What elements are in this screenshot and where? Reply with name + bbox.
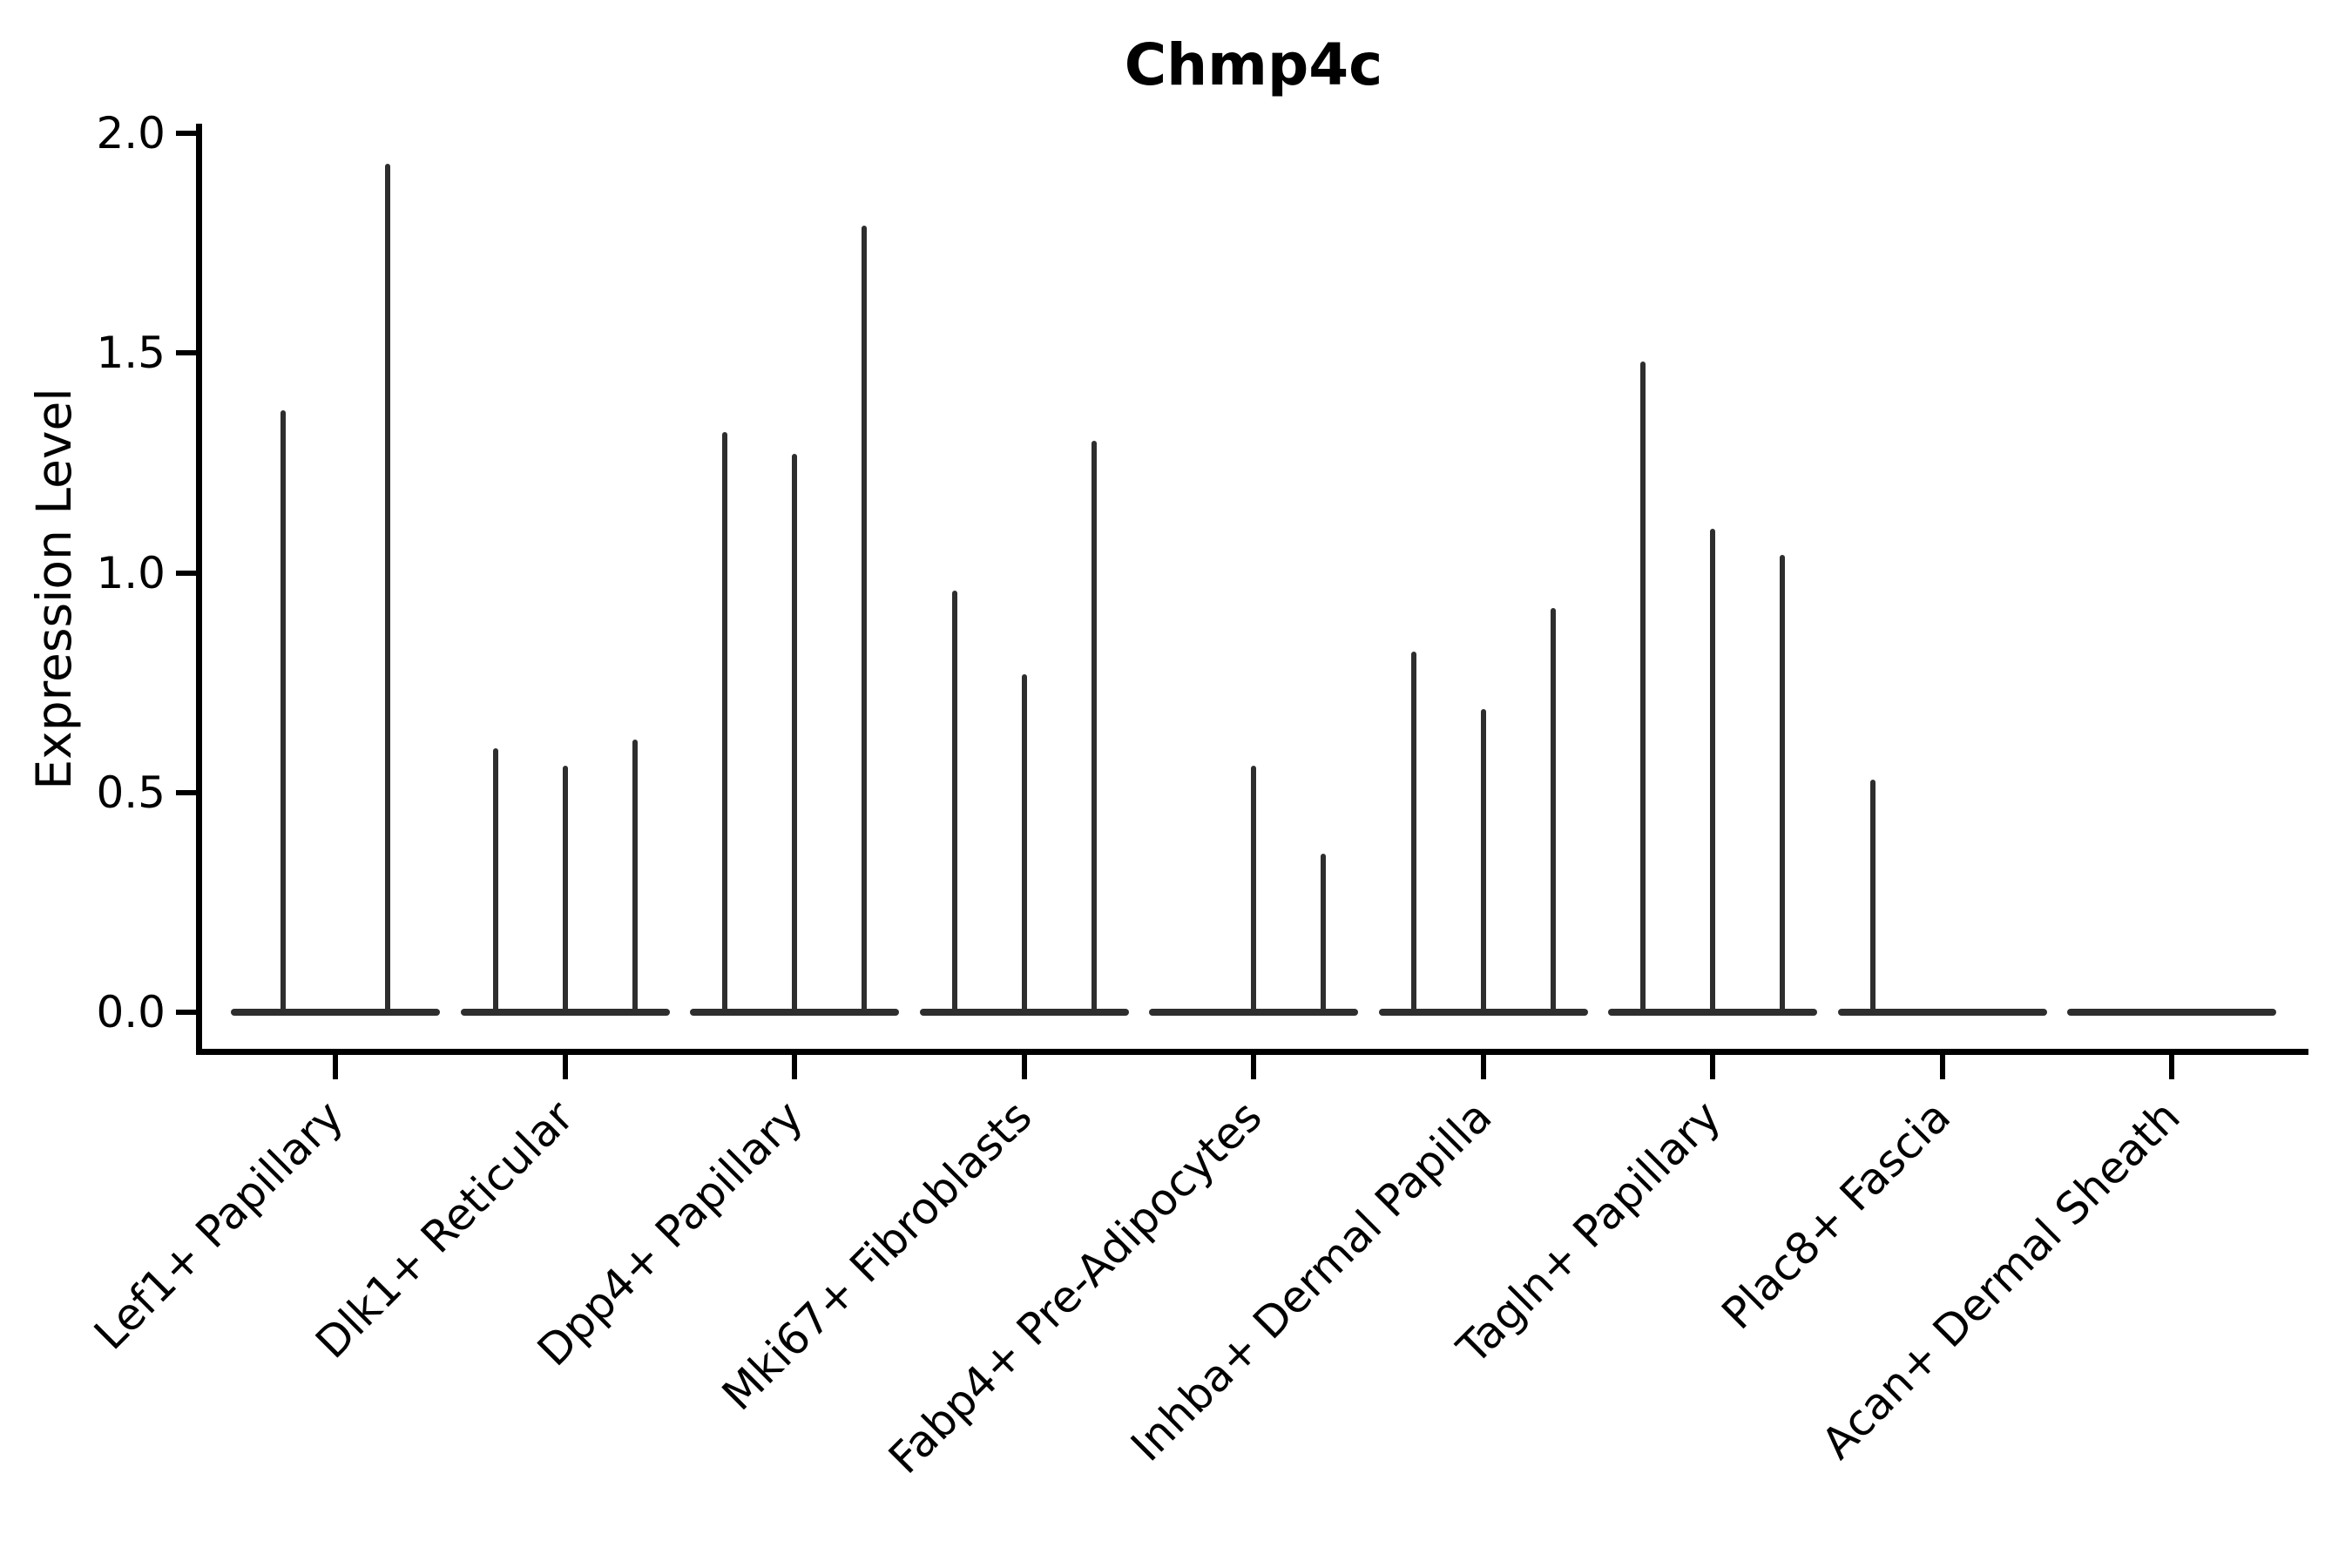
chart-title: Chmp4c — [1124, 31, 1383, 98]
violin-baseline — [1837, 1009, 2047, 1016]
x-tick-mark — [1939, 1055, 1945, 1079]
y-axis-spine — [196, 124, 202, 1055]
violin-spike — [1321, 854, 1326, 1016]
x-tick-mark — [1021, 1055, 1027, 1079]
violin-spike — [1021, 673, 1027, 1016]
violin-spike — [385, 164, 390, 1016]
x-tick-label: Lef1+ Papillary — [84, 1091, 354, 1360]
violin-spike — [862, 225, 867, 1016]
violin-spike — [1550, 607, 1556, 1016]
violin-spike — [1091, 441, 1097, 1016]
y-tick-mark — [176, 350, 199, 356]
y-tick-label: 0.0 — [96, 987, 166, 1037]
violin-baseline — [2067, 1009, 2276, 1016]
y-tick-mark — [176, 570, 199, 576]
y-tick-mark — [176, 789, 199, 795]
y-tick-label: 0.5 — [96, 767, 166, 818]
x-tick-label: Fabp4+ Pre-Adipocytes — [879, 1091, 1272, 1484]
violin-spike — [722, 432, 727, 1016]
violin-spike — [492, 748, 498, 1016]
y-tick-label: 1.0 — [96, 547, 166, 598]
x-tick-mark — [1480, 1055, 1486, 1079]
violin-spike — [1869, 779, 1876, 1016]
violin-spike — [1780, 555, 1785, 1016]
violin-spike — [1480, 708, 1486, 1016]
x-tick-mark — [1710, 1055, 1715, 1079]
y-tick-mark — [176, 131, 199, 136]
x-tick-mark — [333, 1055, 338, 1079]
violin-spike — [1410, 652, 1416, 1016]
violin-spike — [632, 740, 638, 1016]
violin-spike — [951, 590, 957, 1016]
y-tick-label: 2.0 — [96, 108, 166, 159]
violin-spike — [562, 766, 568, 1016]
violin-spike — [792, 454, 797, 1016]
x-tick-mark — [562, 1055, 568, 1079]
y-tick-label: 1.5 — [96, 328, 166, 379]
x-tick-mark — [2169, 1055, 2174, 1079]
violin-spike — [1251, 766, 1256, 1016]
violin-baseline — [231, 1009, 440, 1016]
violin-spike — [280, 409, 286, 1016]
x-axis-spine — [196, 1049, 2308, 1055]
violin-spike — [1710, 529, 1715, 1016]
violin-spike — [1640, 362, 1646, 1016]
x-tick-mark — [792, 1055, 797, 1079]
x-tick-mark — [1251, 1055, 1256, 1079]
y-tick-mark — [176, 1010, 199, 1015]
x-tick-label: Plac8+ Fascia — [1712, 1091, 1961, 1340]
